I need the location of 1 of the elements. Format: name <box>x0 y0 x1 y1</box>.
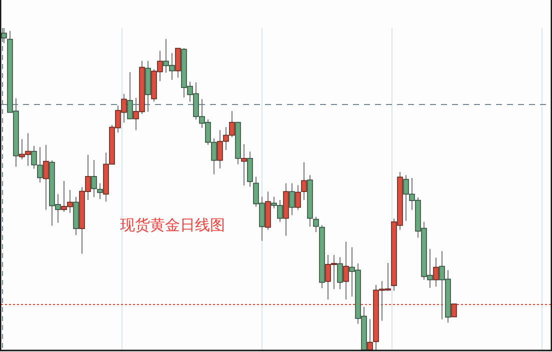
text: 现货黄金日线图 <box>120 216 225 234</box>
